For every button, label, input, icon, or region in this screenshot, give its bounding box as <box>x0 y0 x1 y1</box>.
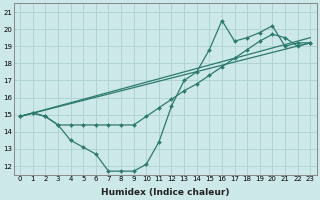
X-axis label: Humidex (Indice chaleur): Humidex (Indice chaleur) <box>101 188 229 197</box>
